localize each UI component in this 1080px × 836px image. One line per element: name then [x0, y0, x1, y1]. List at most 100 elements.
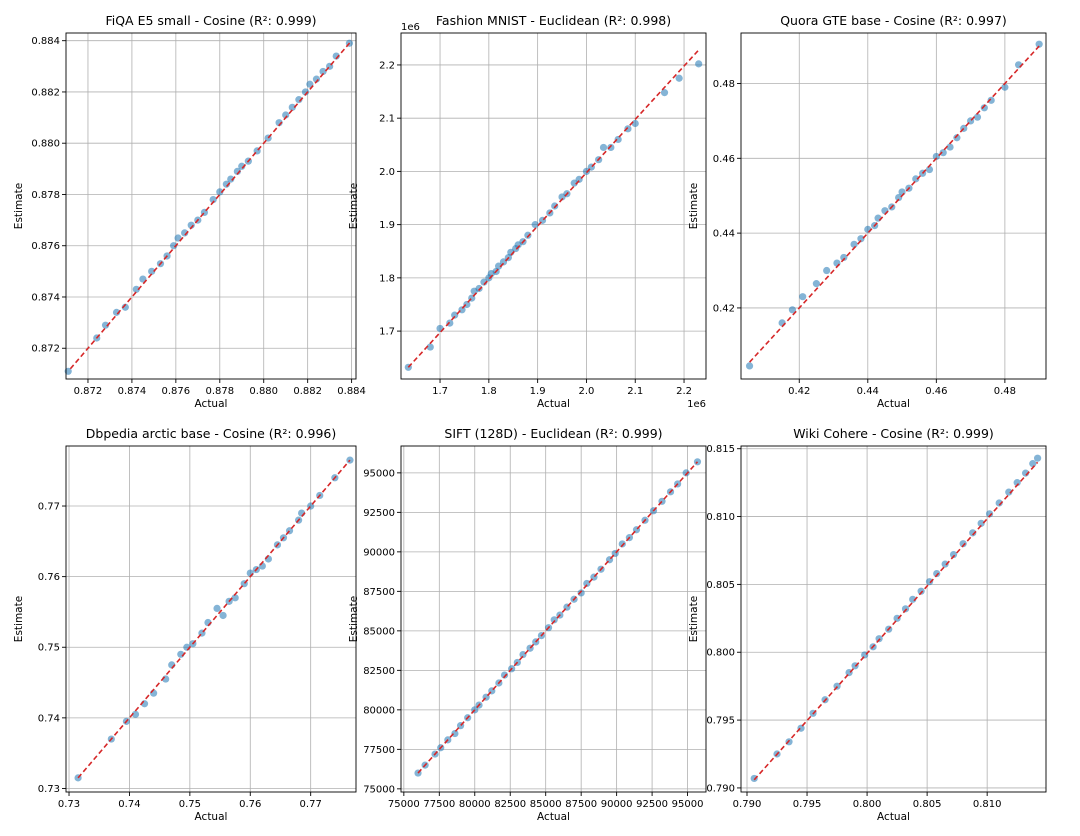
- y-axis-label: Estimate: [13, 183, 25, 229]
- x-tick-label: 0.872: [74, 386, 103, 397]
- data-point: [101, 321, 110, 329]
- data-point: [231, 594, 239, 602]
- x-tick-label: 0.790: [733, 799, 762, 810]
- data-point: [833, 259, 841, 267]
- plot-frame: [400, 32, 707, 380]
- data-point: [132, 285, 140, 293]
- y-tick-label: 0.815: [706, 444, 735, 455]
- data-point: [675, 74, 683, 82]
- y-axis-label: Estimate: [348, 183, 360, 229]
- data-point: [170, 242, 178, 250]
- y-tick-label: 0.77: [38, 502, 60, 513]
- data-point: [301, 88, 310, 96]
- plot-frame: [740, 32, 1047, 380]
- x-tick-label: 0.75: [179, 799, 201, 810]
- chart-title: Dbpedia arctic base - Cosine (R²: 0.996): [86, 426, 336, 441]
- data-point: [187, 221, 195, 229]
- x-tick-label: 1.8: [481, 386, 497, 397]
- data-point: [499, 258, 508, 266]
- data-point: [901, 605, 910, 613]
- x-tick-label: 0.805: [913, 799, 942, 810]
- data-point: [550, 616, 558, 624]
- data-point: [1001, 83, 1009, 91]
- scatter-panel: 0.872 0.874 0.876 0.878 0.880 0.882 0.884 0.872…: [13, 13, 366, 410]
- data-point: [1033, 454, 1042, 462]
- data-point: [112, 308, 121, 316]
- y-tick-label: 0.876: [31, 241, 60, 252]
- data-point: [288, 103, 296, 111]
- data-point: [812, 280, 820, 288]
- y-tick-label: 75000: [363, 784, 395, 795]
- data-point: [213, 604, 221, 613]
- x-tick-label: 0.795: [793, 799, 822, 810]
- data-point: [985, 510, 994, 518]
- data-point: [475, 284, 483, 293]
- data-point: [209, 195, 217, 204]
- y-tick-label: 0.800: [706, 648, 735, 659]
- data-point: [959, 540, 967, 548]
- data-point: [977, 519, 985, 527]
- data-point: [941, 560, 949, 568]
- y-tick-label: 80000: [363, 705, 395, 716]
- x-axis-label: Actual: [537, 398, 570, 410]
- scatter-panel: 0.73 0.74 0.75 0.76 0.77 0.73 0.74 0.75 0.76 0.77…: [13, 426, 357, 823]
- data-point: [500, 671, 509, 679]
- x-tick-label: 87500: [565, 799, 597, 810]
- y-tick-label: 1.8: [379, 273, 395, 284]
- data-point: [995, 499, 1003, 507]
- x-tick-label: 2.2: [676, 386, 692, 397]
- data-point: [531, 221, 539, 229]
- x-tick-label: 2.1: [627, 386, 643, 397]
- data-point: [222, 180, 230, 188]
- data-point: [788, 306, 797, 314]
- data-point: [895, 193, 903, 202]
- y-tick-label: 1.9: [379, 220, 395, 231]
- data-point: [131, 710, 140, 718]
- data-point: [275, 119, 283, 127]
- x-tick-label: 0.73: [58, 799, 80, 810]
- data-point: [631, 119, 639, 128]
- data-point: [332, 52, 340, 60]
- chart-title: Wiki Cohere - Cosine (R²: 0.999): [793, 426, 994, 441]
- data-point: [216, 188, 224, 196]
- chart-title: Quora GTE base - Cosine (R²: 0.997): [780, 13, 1007, 28]
- x-tick-label: 0.76: [239, 799, 261, 810]
- data-point: [933, 569, 941, 578]
- scatter-panel: 1.7 1.8 1.9 2.0 2.1 2.2 1.7 1.8 1.9 2.0 2.1 2.2 Fash…: [348, 13, 707, 410]
- x-tick-label: 0.880: [249, 386, 278, 397]
- data-point: [319, 67, 327, 76]
- plot-frame: [65, 32, 357, 380]
- chart-title: FiQA E5 small - Cosine (R²: 0.999): [105, 13, 316, 28]
- y-tick-label: 0.73: [38, 784, 60, 795]
- scatter-panel: 0.790 0.795 0.800 0.805 0.810 0.790 0.795 0.800…: [688, 426, 1047, 823]
- x-axis-label: Actual: [195, 811, 228, 823]
- data-point: [953, 134, 961, 142]
- x-axis-multiplier: 1e6: [687, 399, 706, 410]
- y-tick-label: 0.805: [706, 580, 735, 591]
- x-tick-label: 0.878: [205, 386, 234, 397]
- data-point: [898, 188, 906, 196]
- data-point: [570, 179, 578, 187]
- data-point: [932, 152, 940, 161]
- data-point: [282, 111, 290, 119]
- x-tick-label: 0.800: [853, 799, 882, 810]
- x-tick-label: 0.48: [994, 386, 1016, 397]
- y-tick-label: 0.48: [713, 79, 735, 90]
- data-point: [1013, 479, 1021, 487]
- y-tick-label: 0.884: [31, 36, 60, 47]
- y-axis-label: Estimate: [688, 596, 700, 642]
- y-tick-label: 0.74: [38, 713, 60, 724]
- x-tick-label: 92500: [636, 799, 668, 810]
- fit-line: [748, 45, 1040, 363]
- y-tick-label: 0.810: [706, 512, 735, 523]
- data-point: [1029, 460, 1037, 468]
- y-tick-label: 82500: [363, 666, 395, 677]
- y-axis-label: Estimate: [348, 596, 360, 642]
- data-point: [939, 149, 947, 157]
- scatter-panel: 0.42 0.44 0.46 0.48 0.42 0.44 0.46 0.48 Quora GT…: [688, 13, 1047, 410]
- y-tick-label: 77500: [363, 745, 395, 756]
- data-point: [693, 458, 702, 466]
- x-tick-label: 2.0: [578, 386, 594, 397]
- x-tick-label: 0.810: [973, 799, 1002, 810]
